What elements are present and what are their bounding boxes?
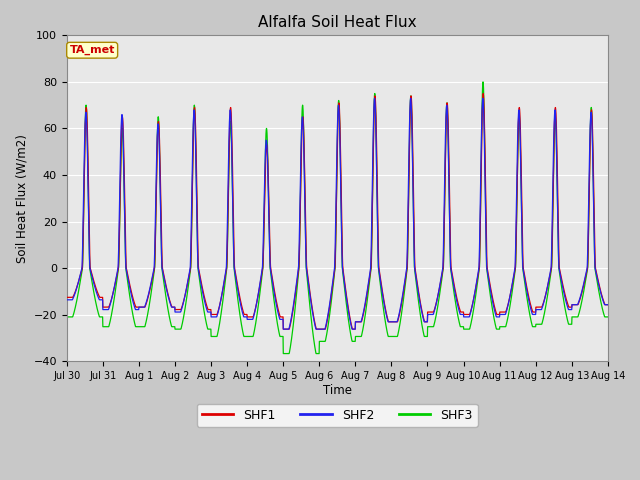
Title: Alfalfa Soil Heat Flux: Alfalfa Soil Heat Flux (258, 15, 417, 30)
Legend: SHF1, SHF2, SHF3: SHF1, SHF2, SHF3 (197, 404, 477, 427)
Y-axis label: Soil Heat Flux (W/m2): Soil Heat Flux (W/m2) (15, 134, 28, 263)
X-axis label: Time: Time (323, 384, 352, 396)
Text: TA_met: TA_met (70, 45, 115, 55)
